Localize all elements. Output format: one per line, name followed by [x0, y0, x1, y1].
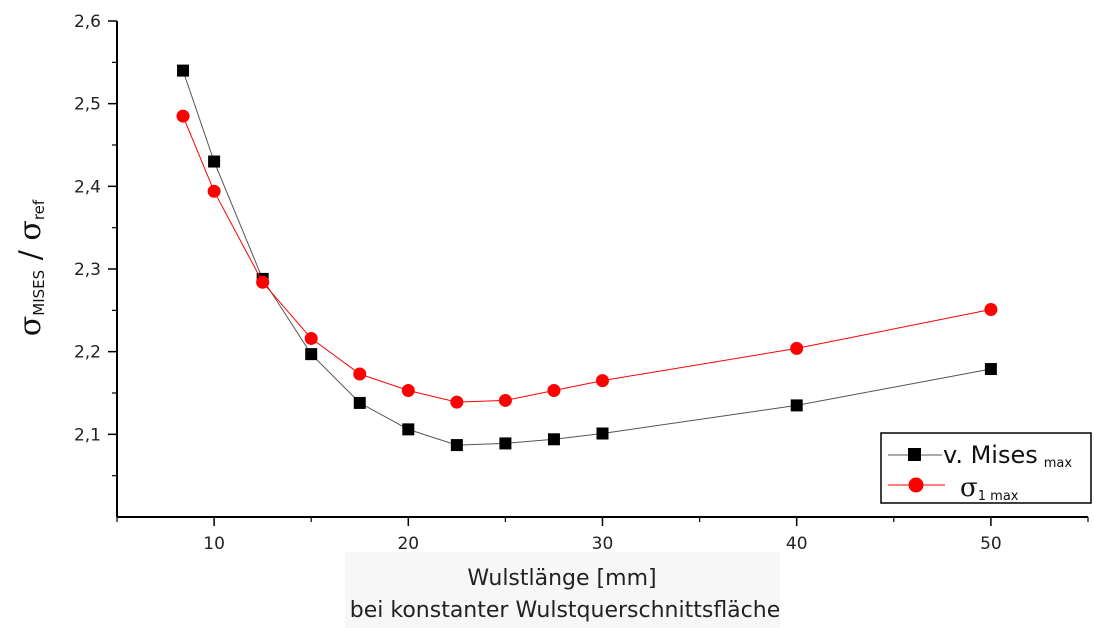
legend-label-sigma-sub: 1 max [978, 489, 1019, 504]
data-point [304, 331, 318, 345]
x-tick-label: 10 [203, 534, 225, 554]
data-point [790, 341, 804, 355]
series-line [182, 115, 991, 403]
legend-marker-mises [908, 448, 921, 461]
legend-marker-sigma [908, 477, 924, 493]
data-point [353, 396, 366, 409]
data-point [177, 64, 190, 77]
data-point [208, 155, 221, 168]
y-tick-label: 2,2 [74, 343, 101, 363]
data-point [207, 184, 221, 198]
data-point [596, 427, 609, 440]
legend-label-mises: v. Mises max [943, 441, 1072, 471]
y-axis-title-symbol-2: σ [13, 220, 48, 240]
data-point [402, 423, 415, 436]
xlabel-backdrop [345, 552, 780, 628]
y-tick-label: 2,6 [74, 12, 101, 32]
x-axis-title: Wulstlänge [mm] [467, 566, 656, 591]
y-axis-title-sub-1: MISES [30, 270, 48, 316]
x-tick-label: 30 [592, 534, 614, 554]
y-tick-label: 2,4 [74, 177, 101, 197]
series-line [182, 70, 991, 446]
series-layer [176, 64, 998, 452]
data-point [176, 109, 190, 123]
data-point [256, 275, 270, 289]
data-point [498, 393, 512, 407]
data-point [450, 395, 464, 409]
y-axis-title-separator: / [13, 241, 48, 270]
y-tick-label: 2,5 [74, 95, 101, 115]
series-sigma1 [176, 109, 998, 409]
data-point [305, 348, 318, 361]
y-tick-label: 2,3 [74, 260, 101, 280]
series-mises [177, 64, 997, 452]
axes: 10 20 30 40 50 2,1 2,2 2,3 2,4 2,5 2,6 [74, 12, 1089, 554]
data-point [790, 399, 803, 412]
data-point [499, 437, 512, 450]
legend-label-sigma-main: σ [960, 473, 978, 503]
y-tick-label: 2,1 [74, 425, 101, 445]
y-axis-title-symbol-1: σ [13, 316, 48, 336]
legend-label-mises-sub: max [1044, 456, 1073, 471]
y-axis-title: σMISES / σref [13, 199, 48, 336]
data-point [596, 374, 609, 388]
data-point [547, 433, 560, 446]
legend-label-sigma: σ1 max [960, 473, 1019, 504]
data-point [401, 384, 415, 398]
data-point [984, 363, 997, 376]
x-axis-subtitle: bei konstanter Wulstquerschnittsfläche [350, 598, 780, 623]
data-point [353, 367, 367, 381]
data-point [450, 439, 463, 452]
x-tick-label: 40 [786, 534, 808, 554]
x-tick-label: 50 [980, 534, 1002, 554]
data-point [547, 384, 561, 398]
data-point [984, 303, 998, 317]
legend-label-mises-main: v. Mises [943, 441, 1038, 469]
y-axis-title-sub-2: ref [30, 199, 48, 220]
legend: v. Mises max σ1 max [880, 432, 1092, 504]
x-tick-label: 20 [397, 534, 419, 554]
